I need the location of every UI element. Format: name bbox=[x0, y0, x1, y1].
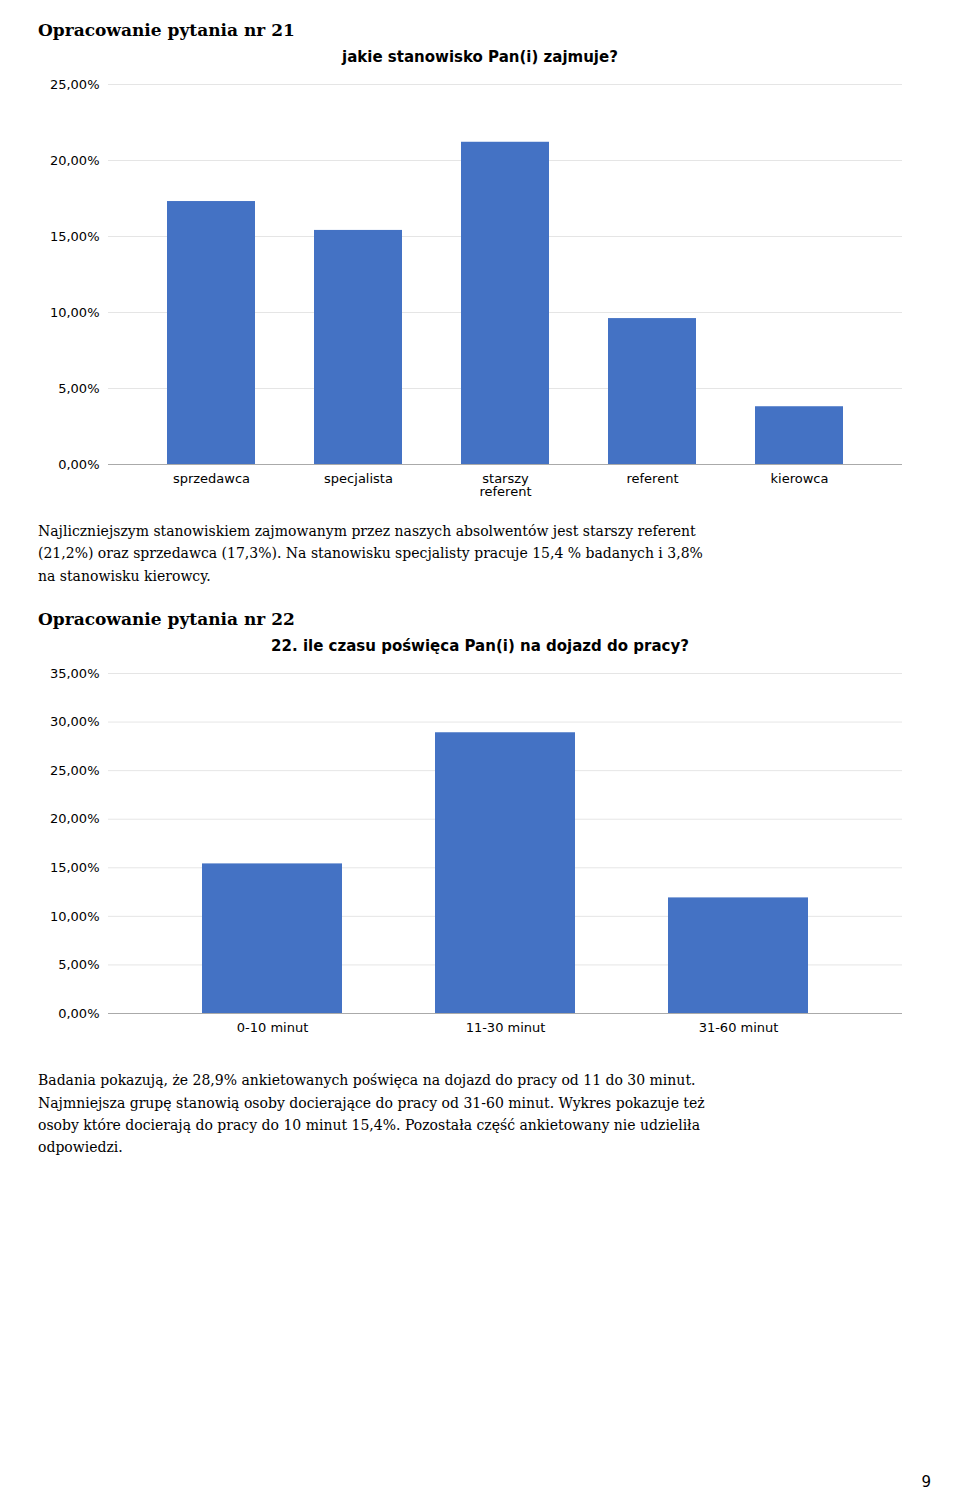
svg-text:20,00%: 20,00% bbox=[50, 812, 100, 827]
html-text:22. ile czasu poświęca Pan(i): 22. ile czasu poświęca Pan(i) na dojazd … bbox=[271, 637, 689, 656]
svg-text:5,00%: 5,00% bbox=[58, 957, 99, 972]
svg-text:20,00%: 20,00% bbox=[50, 153, 100, 168]
svg-text:25,00%: 25,00% bbox=[50, 77, 100, 92]
svg-text:10,00%: 10,00% bbox=[50, 909, 100, 924]
svg-text:specjalista: specjalista bbox=[324, 471, 393, 486]
svg-text:35,00%: 35,00% bbox=[50, 666, 100, 681]
svg-text:starszyreferent: starszyreferent bbox=[479, 471, 531, 499]
svg-text:kierowca: kierowca bbox=[771, 471, 829, 486]
svg-text:5,00%: 5,00% bbox=[58, 381, 99, 396]
svg-text:30,00%: 30,00% bbox=[50, 714, 100, 729]
html-text:Najliczniejszym stanowiskiem z: Najliczniejszym stanowiskiem zajmowanym … bbox=[38, 523, 703, 584]
html-text:Opracowanie pytania nr 22: Opracowanie pytania nr 22 bbox=[38, 609, 295, 630]
svg-text:referent: referent bbox=[626, 471, 678, 486]
svg-text:11-30 minut: 11-30 minut bbox=[466, 1020, 546, 1035]
svg-text:0,00%: 0,00% bbox=[58, 457, 99, 472]
html-text:Opracowanie pytania nr 21: Opracowanie pytania nr 21 bbox=[38, 20, 295, 40]
svg-text:10,00%: 10,00% bbox=[50, 305, 100, 320]
svg-text:15,00%: 15,00% bbox=[50, 860, 100, 875]
svg-text:31-60 minut: 31-60 minut bbox=[699, 1020, 779, 1035]
svg-text:sprzedawca: sprzedawca bbox=[173, 471, 250, 486]
html-text:jakie stanowisko Pan(i) zajmuj: jakie stanowisko Pan(i) zajmuje? bbox=[342, 48, 618, 66]
html-text:Badania pokazują, że 28,9% ank: Badania pokazują, że 28,9% ankietowanych… bbox=[38, 1072, 705, 1156]
svg-text:0-10 minut: 0-10 minut bbox=[237, 1020, 309, 1035]
svg-text:25,00%: 25,00% bbox=[50, 763, 100, 778]
svg-text:0,00%: 0,00% bbox=[58, 1006, 99, 1021]
svg-text:15,00%: 15,00% bbox=[50, 229, 100, 244]
html-text:9: 9 bbox=[921, 1473, 931, 1491]
